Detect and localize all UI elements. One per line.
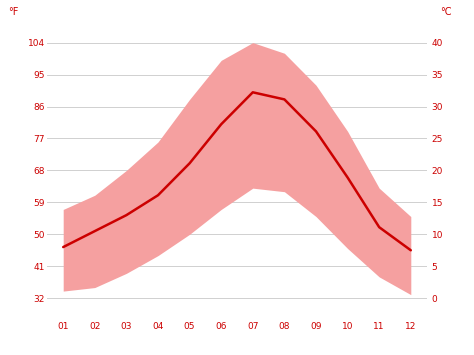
Text: °F: °F [9,7,19,17]
Text: °C: °C [440,7,452,17]
